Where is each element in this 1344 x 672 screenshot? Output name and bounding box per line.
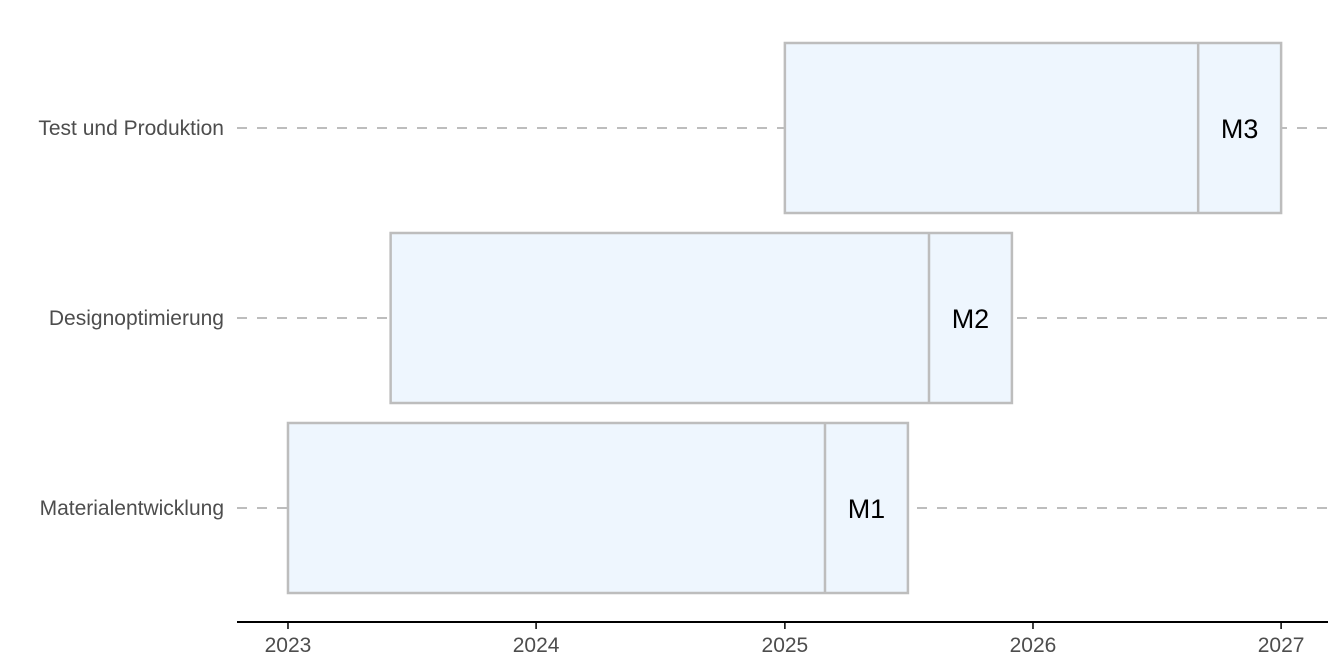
category-label: Test und Produktion: [38, 117, 224, 140]
x-tick-label: 2025: [762, 634, 809, 657]
category-label: Materialentwicklung: [40, 497, 224, 520]
x-tick-label: 2024: [513, 634, 560, 657]
task-bar: [389, 231, 1014, 405]
task-bar: [286, 421, 910, 595]
milestone-label: M1: [848, 494, 886, 524]
x-tick-label: 2023: [265, 634, 312, 657]
milestone-label: M3: [1221, 114, 1259, 144]
x-tick-label: 2026: [1010, 634, 1057, 657]
x-tick-label: 2027: [1258, 634, 1305, 657]
milestone-label: M2: [952, 304, 990, 334]
category-label: Designoptimierung: [49, 307, 224, 330]
task-bar: [783, 41, 1283, 215]
